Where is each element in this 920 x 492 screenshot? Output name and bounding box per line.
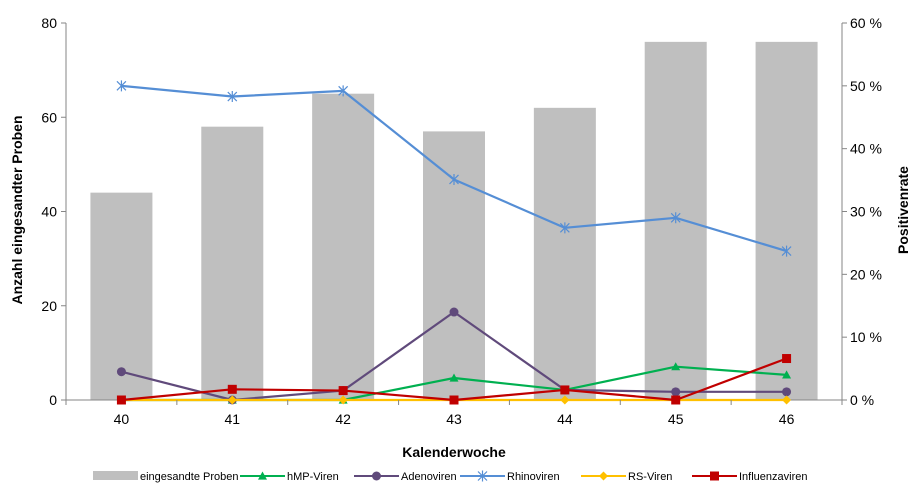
y-axis-title: Anzahl eingesandter Proben — [9, 115, 25, 304]
y2-tick-label: 40 % — [850, 141, 882, 157]
y2-tick-label: 60 % — [850, 15, 882, 31]
x-tick-label-42: 42 — [335, 411, 351, 427]
legend-item-rs-viren: RS-Viren — [581, 471, 672, 483]
x-tick-label-41: 41 — [224, 411, 240, 427]
point-influenzaviren-46 — [782, 354, 792, 364]
bar-41 — [201, 126, 264, 401]
legend-label: eingesandte Proben — [140, 471, 238, 483]
point-influenzaviren-41 — [227, 384, 237, 394]
y2-tick-label: 50 % — [850, 78, 882, 94]
x-tick-label-44: 44 — [557, 411, 573, 427]
x-axis-title: Kalenderwoche — [402, 444, 506, 460]
legend-item-rhinoviren: Rhinoviren — [460, 470, 560, 483]
legend-item-influenzaviren: Influenzaviren — [692, 471, 808, 483]
point-rs-viren-44 — [560, 395, 570, 405]
series-influenzaviren — [116, 354, 792, 405]
legend-item-hmp-viren: hMP-Viren — [240, 471, 339, 483]
point-rs-viren-46 — [782, 395, 792, 405]
x-tick-label-46: 46 — [779, 411, 795, 427]
point-hmp-viren-43 — [449, 373, 459, 382]
point-adenoviren-46 — [782, 387, 792, 397]
y2-tick-label: 30 % — [850, 204, 882, 220]
y-tick-label: 40 — [41, 204, 57, 220]
legend-label: RS-Viren — [628, 471, 672, 483]
y2-tick-label: 20 % — [850, 266, 882, 282]
y2-axis-title: Positivenrate — [895, 166, 911, 254]
y-tick-label: 80 — [41, 15, 57, 31]
legend-marker — [599, 471, 608, 481]
y2-tick-label: 10 % — [850, 329, 882, 345]
bar-43 — [423, 131, 485, 400]
point-rhinoviren-41 — [227, 91, 238, 103]
legend-swatch — [93, 471, 138, 480]
point-rhinoviren-44 — [559, 222, 570, 234]
bar-40 — [90, 192, 153, 400]
x-tick-label-43: 43 — [446, 411, 462, 427]
point-rs-viren-41 — [227, 395, 237, 405]
point-influenzaviren-40 — [116, 395, 126, 405]
point-adenoviren-45 — [671, 387, 681, 397]
legend: eingesandte Proben hMP-Viren Adenoviren Rhi… — [93, 470, 808, 483]
point-rhinoviren-43 — [449, 173, 459, 185]
bar-46 — [755, 41, 818, 400]
legend-label: Influenzaviren — [739, 471, 808, 483]
legend-label: Adenoviren — [401, 471, 457, 483]
legend-label: Rhinoviren — [507, 471, 560, 483]
bar-42 — [312, 93, 375, 400]
y2-tick-label: 0 % — [850, 392, 874, 408]
x-tick-label-40: 40 — [114, 411, 130, 427]
legend-item-adenoviren: Adenoviren — [354, 471, 457, 483]
point-rhinoviren-46 — [781, 245, 792, 257]
legend-marker — [258, 471, 267, 480]
y-tick-label: 60 — [41, 109, 57, 125]
legend-marker — [710, 471, 719, 481]
legend-label: hMP-Viren — [287, 471, 339, 483]
y-tick-label: 20 — [41, 298, 57, 314]
point-influenzaviren-44 — [560, 385, 570, 395]
legend-marker — [477, 470, 488, 482]
point-rhinoviren-45 — [670, 212, 681, 224]
point-rhinoviren-42 — [338, 85, 349, 97]
point-hmp-viren-45 — [671, 362, 681, 371]
point-influenzaviren-43 — [449, 395, 459, 405]
point-adenoviren-43 — [449, 307, 459, 317]
series-rhinoviren — [116, 80, 792, 257]
legend-item-eingesandte-proben: eingesandte Proben — [93, 471, 238, 483]
point-rhinoviren-40 — [116, 80, 127, 92]
point-adenoviren-40 — [116, 367, 126, 377]
point-rs-viren-42 — [338, 395, 348, 405]
x-tick-label-45: 45 — [668, 411, 684, 427]
bar-44 — [533, 107, 596, 400]
point-hmp-viren-46 — [782, 370, 792, 379]
point-influenzaviren-42 — [338, 386, 348, 396]
legend-marker — [372, 471, 381, 481]
point-influenzaviren-45 — [671, 395, 681, 405]
y-tick-label: 0 — [49, 392, 57, 408]
